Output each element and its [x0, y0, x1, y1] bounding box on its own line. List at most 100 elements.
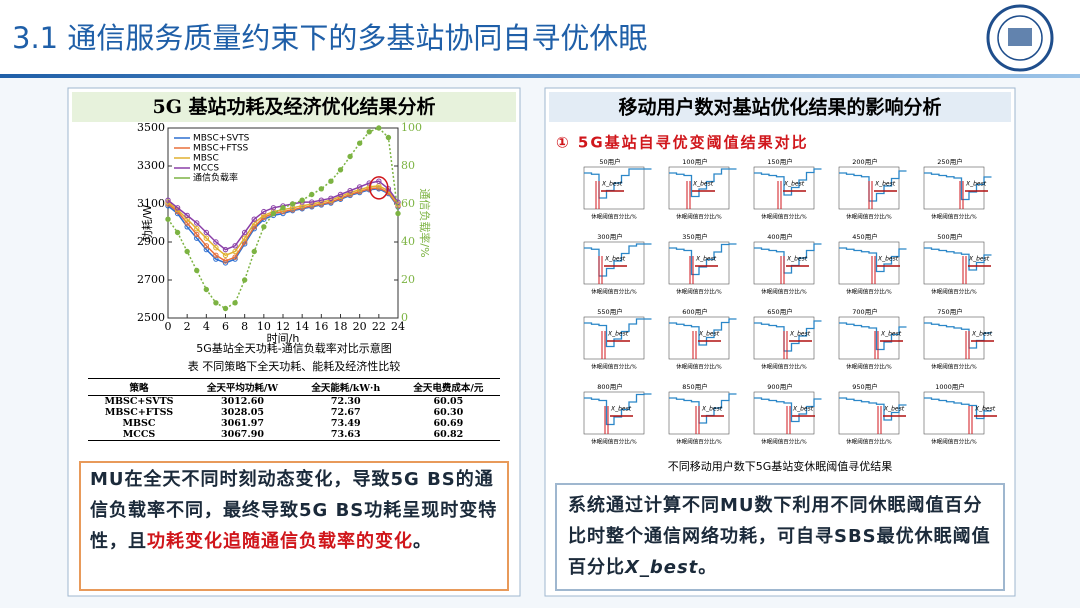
- series-marker: [337, 191, 344, 198]
- subplot-curve: [584, 318, 652, 348]
- x-axis-label: 时间/h: [267, 332, 300, 345]
- series-marker: [299, 197, 305, 203]
- y-tick-label: 3300: [137, 159, 165, 172]
- left-panel-title: 5G 基站功耗及经济优化结果分析: [152, 95, 435, 118]
- title-rule: [0, 74, 1080, 78]
- subplot-frame: [923, 316, 985, 360]
- subplot-marker-label: X_best: [695, 256, 717, 263]
- subplot-curve: [924, 247, 992, 271]
- series-marker: [165, 197, 171, 203]
- table-cell: 60.69: [433, 418, 464, 429]
- subplot: 250用户 X_best 休眠阈值百分比/%: [923, 157, 992, 221]
- series-marker: [328, 178, 334, 184]
- subplot-curve: [839, 170, 907, 202]
- y-tick-label: 2700: [137, 273, 165, 286]
- table-cell: MBSC: [122, 418, 156, 429]
- subplot: 600用户 X_best 休眠阈值百分比/%: [668, 307, 737, 371]
- series-marker: [241, 229, 248, 236]
- series-marker: [347, 188, 353, 194]
- subplot-marker-label: X_best: [701, 406, 723, 413]
- series-marker: [395, 199, 401, 205]
- subplot-xlabel: 休眠阈值百分比/%: [931, 363, 977, 371]
- x-tick-label: 22: [372, 320, 386, 333]
- series-marker: [309, 191, 315, 198]
- x-tick-label: 2: [184, 320, 191, 333]
- series-marker: [347, 153, 353, 160]
- subplot: 1000用户 X_best 休眠阈值百分比/%: [923, 382, 997, 446]
- series-marker: [356, 140, 363, 146]
- series-marker: [366, 129, 372, 135]
- subplot-curve: [924, 172, 992, 201]
- text-segment: 。: [413, 531, 432, 552]
- series-marker: [203, 235, 210, 241]
- series-marker: [213, 239, 219, 245]
- subplot-curve: [754, 397, 822, 423]
- series-marker: [194, 226, 200, 232]
- left-text-box: [79, 461, 509, 591]
- grid-caption: 不同移动用户数下5G基站变休眠阈值寻优结果: [668, 459, 893, 473]
- series-marker: [241, 235, 248, 241]
- subplot-curve: [669, 318, 737, 346]
- subplot-curve: [669, 393, 737, 424]
- subplot-frame: [668, 241, 730, 285]
- subplot-marker-label: X_best: [604, 256, 626, 263]
- y-tick-label: 2500: [137, 311, 165, 324]
- table-cell: 3012.60: [220, 396, 264, 407]
- series-marker: [213, 300, 219, 306]
- subplot-frame: [838, 391, 900, 435]
- y-tick-label: 3100: [137, 197, 165, 210]
- series-marker: [184, 212, 190, 219]
- subplot-xlabel: 休眠阈值百分比/%: [591, 288, 637, 296]
- series-marker: [213, 245, 219, 251]
- right-text-box: [555, 483, 1005, 591]
- table-row: MBSC+FTSS 3028.05 72.67 60.30: [88, 407, 500, 418]
- subplot-title: 850用户: [682, 382, 707, 391]
- subplot-title: 700用户: [852, 307, 877, 316]
- table-cell: 72.67: [330, 407, 361, 418]
- subplot-title: 200用户: [852, 157, 877, 166]
- table-cell: MBSC+FTSS: [104, 407, 174, 418]
- subplot-xlabel: 休眠阈值百分比/%: [761, 438, 807, 446]
- series-marker: [280, 205, 286, 211]
- series-marker: [232, 300, 238, 306]
- series-marker: [222, 258, 229, 264]
- logo: [986, 4, 1054, 72]
- y-tick-label: 2900: [137, 235, 165, 248]
- plot-area: [167, 127, 399, 319]
- subplot-frame: [668, 166, 730, 210]
- subplot-curve: [754, 320, 822, 352]
- subplot-marker-label: X_best: [883, 406, 905, 413]
- right-panel-header: [549, 92, 1011, 122]
- subplot: 450用户 X_best 休眠阈值百分比/%: [838, 232, 907, 296]
- y2-tick-label: 100: [401, 121, 422, 134]
- subplot-xlabel: 休眠阈值百分比/%: [931, 288, 977, 296]
- subplot-curve: [754, 243, 822, 274]
- subplot-title: 950用户: [852, 382, 877, 391]
- series-marker: [337, 167, 344, 173]
- text-segment: MU在全天不同时刻动态变化，导致5G BS的通信负载率不同，最终导致5G BS功…: [90, 469, 498, 552]
- subplot-marker-label: X_best: [786, 256, 808, 263]
- series-marker: [194, 235, 200, 241]
- series-marker: [376, 125, 382, 131]
- table-cell: 60.30: [433, 407, 464, 418]
- series-marker: [213, 252, 219, 259]
- y2-tick-label: 40: [401, 235, 415, 248]
- subplot-marker-label: X_best: [877, 256, 899, 263]
- subplot-curve: [754, 168, 822, 196]
- legend-label: MCCS: [193, 164, 219, 174]
- series-marker: [318, 186, 325, 192]
- subplot-curve: [839, 397, 907, 421]
- subplot: 700用户 X_best 休眠阈值百分比/%: [838, 307, 907, 371]
- series-marker: [261, 208, 267, 215]
- subplot-xlabel: 休眠阈值百分比/%: [591, 213, 637, 221]
- highlight-ring: [369, 176, 389, 200]
- series-marker: [222, 252, 229, 259]
- table-row: MCCS 3067.90 73.63 60.82: [88, 429, 500, 441]
- subplot-title: 150用户: [767, 157, 792, 166]
- series-marker: [184, 224, 190, 230]
- subplot-frame: [923, 241, 985, 285]
- legend-label: MBSC+SVTS: [193, 134, 250, 144]
- x-tick-label: 0: [165, 320, 172, 333]
- subplot-title: 400用户: [767, 232, 792, 241]
